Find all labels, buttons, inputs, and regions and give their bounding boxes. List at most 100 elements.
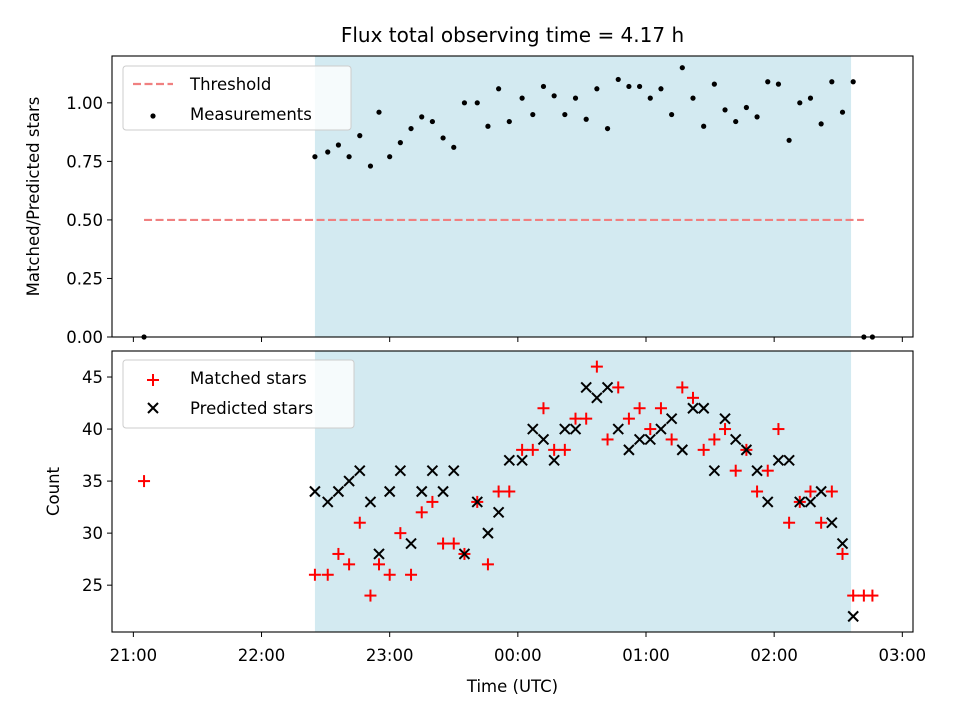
legend-predicted-swatch — [147, 402, 159, 414]
predicted-star-point — [416, 485, 428, 498]
measurement-point — [387, 154, 393, 160]
predicted-star-point — [383, 485, 396, 498]
measurement-point — [733, 118, 739, 125]
matched-star-point — [665, 433, 678, 446]
x-tick-label: 22:00 — [238, 646, 286, 665]
matched-star-point — [729, 464, 742, 477]
bottom-axes-frame — [111, 350, 914, 633]
measurement-point — [312, 154, 318, 160]
measurement-point — [615, 76, 621, 83]
predicted-star-point — [373, 548, 385, 560]
top-legend-box — [122, 65, 352, 131]
matched-star-point — [783, 516, 796, 529]
measurement-point — [818, 121, 824, 127]
matched-star-point — [825, 485, 838, 498]
measurement-point — [474, 100, 480, 106]
top-observing-interval-shade — [314, 56, 852, 337]
measurement-point — [829, 79, 835, 85]
top-y-ticks: 0.00 0.25 0.50 0.75 1.00 — [66, 94, 112, 347]
matched-star-point — [580, 412, 593, 425]
predicted-star-point — [559, 423, 571, 435]
measurement-point — [797, 100, 803, 106]
measurement-point — [572, 95, 579, 101]
legend-matched-swatch — [147, 374, 159, 386]
measurement-point — [440, 135, 446, 141]
predicted-stars-points — [309, 381, 859, 623]
matched-star-point — [644, 423, 657, 436]
matched-star-point — [761, 464, 774, 477]
predicted-star-point — [655, 423, 667, 435]
predicted-star-point — [740, 444, 753, 456]
y-tick-label: 25 — [82, 576, 103, 595]
predicted-star-point — [405, 537, 417, 550]
matched-star-point — [719, 423, 732, 436]
bottom-observing-interval-shade — [314, 351, 852, 632]
matched-star-point — [426, 495, 439, 508]
measurement-point — [775, 81, 782, 87]
matched-star-point — [751, 485, 764, 498]
matched-star-point — [548, 443, 561, 456]
matched-star-point — [492, 485, 505, 498]
predicted-star-point — [458, 548, 471, 560]
predicted-star-point — [332, 485, 345, 498]
predicted-star-point — [516, 454, 528, 466]
x-axis-label: Time (UTC) — [466, 677, 558, 696]
predicted-star-point — [783, 454, 795, 466]
measurement-point — [786, 137, 792, 143]
top-legend: Threshold Measurements — [122, 65, 352, 131]
matched-star-point — [601, 433, 614, 446]
measurement-point — [419, 114, 425, 120]
measurement-point — [743, 104, 749, 111]
predicted-star-point — [794, 496, 806, 508]
measurement-point — [397, 140, 403, 146]
predicted-star-point — [644, 433, 656, 446]
matched-star-point — [437, 537, 450, 550]
measurement-point — [335, 142, 342, 148]
matched-stars-points — [138, 360, 879, 602]
y-tick-label: 1.00 — [66, 94, 103, 113]
measurement-point — [711, 81, 717, 87]
x-tick-label: 00:00 — [494, 646, 542, 665]
matched-star-point — [654, 402, 667, 415]
matched-star-point — [686, 391, 699, 404]
bottom-x-ticks: 21:00 22:00 23:00 00:00 01:00 02:00 03:00 — [110, 632, 926, 665]
predicted-star-point — [601, 381, 614, 394]
matched-star-point — [772, 423, 785, 436]
matched-star-point — [590, 360, 603, 373]
matched-star-point — [804, 485, 817, 498]
matched-star-point — [526, 443, 539, 456]
top-panel: 0.00 0.25 0.50 0.75 1.00 Flux total observin… — [24, 23, 914, 347]
y-tick-label: 40 — [82, 420, 103, 439]
predicted-star-point — [426, 464, 439, 477]
predicted-star-point — [730, 433, 742, 446]
measurement-point — [636, 83, 643, 90]
predicted-star-point — [471, 496, 483, 508]
predicted-star-point — [687, 402, 699, 414]
measurement-point — [485, 123, 491, 129]
measurement-point — [562, 111, 568, 118]
measurement-point — [540, 83, 547, 90]
predicted-star-point — [847, 610, 859, 623]
matched-star-point — [364, 589, 377, 602]
y-tick-label: 35 — [82, 472, 103, 491]
matched-star-point — [343, 558, 356, 571]
matched-star-point — [415, 506, 428, 519]
measurement-point — [669, 111, 675, 118]
predicted-star-point — [482, 527, 494, 539]
predicted-star-point — [633, 433, 646, 446]
matched-star-point — [866, 589, 879, 602]
bottom-legend-box — [122, 359, 355, 429]
measurement-point — [367, 163, 374, 169]
matched-star-point — [697, 443, 710, 456]
measurement-point — [626, 83, 632, 90]
predicted-star-point — [343, 475, 355, 487]
predicted-star-point — [322, 496, 334, 508]
legend-measurements-swatch — [150, 113, 156, 119]
matched-star-point — [708, 433, 721, 446]
matched-star-point — [633, 402, 646, 415]
predicted-star-point — [591, 392, 603, 404]
measurement-point — [754, 114, 760, 120]
measurement-point — [429, 118, 435, 125]
measurement-point — [451, 144, 457, 150]
top-y-axis-label: Matched/Predicted stars — [24, 97, 43, 297]
